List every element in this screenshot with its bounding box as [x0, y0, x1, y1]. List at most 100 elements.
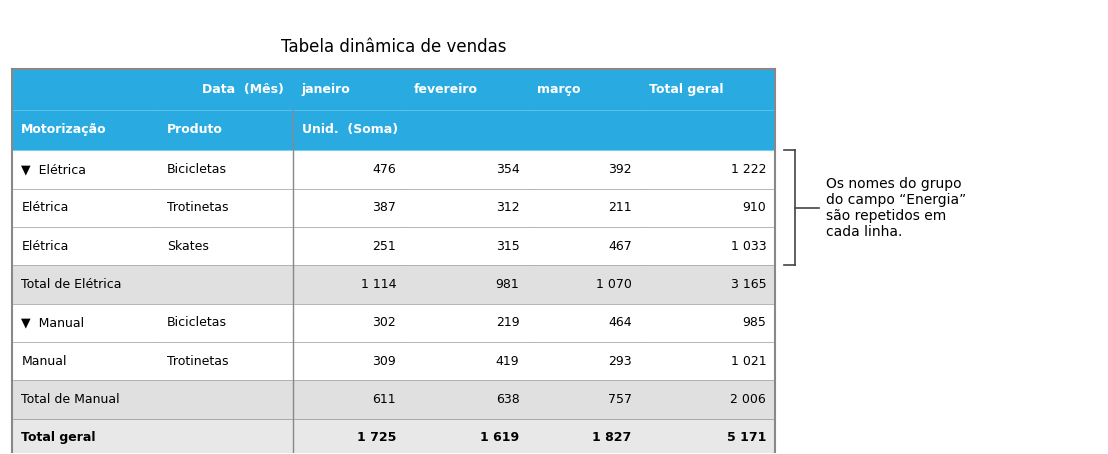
Bar [404, 419, 529, 454]
Text: Trotinetas: Trotinetas [167, 355, 228, 368]
Text: 981: 981 [495, 278, 520, 291]
Bar [640, 189, 774, 227]
Bar [12, 380, 293, 419]
Text: Total geral: Total geral [21, 431, 95, 444]
Bar [404, 110, 529, 150]
Bar [158, 189, 293, 227]
Bar [158, 110, 293, 150]
Text: 1 114: 1 114 [360, 278, 397, 291]
Text: Os nomes do grupo
do campo “Energia”
são repetidos em
cada linha.: Os nomes do grupo do campo “Energia” são… [825, 177, 966, 239]
Text: 387: 387 [372, 201, 397, 214]
Text: 1 619: 1 619 [481, 431, 520, 444]
Text: Motorização: Motorização [21, 123, 106, 137]
Bar [293, 304, 404, 342]
Text: fevereiro: fevereiro [413, 83, 478, 96]
Bar [404, 265, 529, 304]
Bar [293, 150, 404, 189]
Bar [12, 342, 158, 380]
Text: Total geral: Total geral [649, 83, 724, 96]
Bar [293, 380, 404, 419]
Bar [529, 380, 640, 419]
Bar [12, 110, 158, 150]
Text: 302: 302 [372, 316, 397, 330]
Text: 392: 392 [608, 163, 632, 176]
Text: Data  (Mês): Data (Mês) [202, 83, 284, 96]
Text: Bicicletas: Bicicletas [167, 163, 227, 176]
Text: Manual: Manual [21, 355, 66, 368]
Bar [158, 227, 293, 265]
Bar [293, 419, 404, 454]
Bar [12, 150, 158, 189]
Bar [293, 110, 404, 150]
Text: 467: 467 [608, 240, 632, 253]
Text: 1 725: 1 725 [357, 431, 397, 444]
Bar [12, 24, 774, 69]
Bar [404, 69, 529, 110]
Bar [404, 380, 529, 419]
Bar [640, 380, 774, 419]
Text: 211: 211 [608, 201, 632, 214]
Text: Total de Elétrica: Total de Elétrica [21, 278, 122, 291]
Bar [12, 419, 293, 454]
Text: 219: 219 [496, 316, 520, 330]
Text: 419: 419 [496, 355, 520, 368]
Bar [293, 189, 404, 227]
Bar [158, 342, 293, 380]
Text: 251: 251 [372, 240, 397, 253]
Bar [158, 304, 293, 342]
Bar [640, 69, 774, 110]
Text: 985: 985 [742, 316, 767, 330]
Bar [293, 227, 404, 265]
Bar [529, 265, 640, 304]
Bar [529, 342, 640, 380]
Bar [529, 189, 640, 227]
Text: 1 021: 1 021 [730, 355, 767, 368]
Bar [529, 227, 640, 265]
Text: 1 222: 1 222 [730, 163, 767, 176]
Text: Elétrica: Elétrica [21, 201, 69, 214]
Bar [640, 265, 774, 304]
Bar [404, 304, 529, 342]
Text: 293: 293 [608, 355, 632, 368]
Text: 757: 757 [607, 393, 632, 406]
Text: 611: 611 [372, 393, 397, 406]
Text: 354: 354 [495, 163, 520, 176]
Bar [529, 110, 640, 150]
Text: Total de Manual: Total de Manual [21, 393, 120, 406]
Text: 1 070: 1 070 [596, 278, 632, 291]
Bar [12, 189, 158, 227]
Bar [404, 189, 529, 227]
Text: Skates: Skates [167, 240, 209, 253]
Bar [404, 227, 529, 265]
Bar [640, 110, 774, 150]
Text: 1 033: 1 033 [730, 240, 767, 253]
Bar [640, 304, 774, 342]
Bar [640, 150, 774, 189]
Text: 3 165: 3 165 [730, 278, 767, 291]
Text: ▼  Elétrica: ▼ Elétrica [21, 163, 86, 176]
Bar [529, 150, 640, 189]
Text: Bicicletas: Bicicletas [167, 316, 227, 330]
Bar [529, 304, 640, 342]
Bar [12, 227, 158, 265]
Bar [404, 342, 529, 380]
Text: 1 827: 1 827 [593, 431, 632, 444]
Text: 910: 910 [742, 201, 767, 214]
Text: Tabela dinâmica de vendas: Tabela dinâmica de vendas [281, 38, 506, 55]
Bar [293, 69, 404, 110]
Text: Unid.  (Soma): Unid. (Soma) [301, 123, 398, 137]
Bar [158, 69, 293, 110]
Bar [640, 419, 774, 454]
Text: 315: 315 [495, 240, 520, 253]
Bar [293, 342, 404, 380]
Bar [293, 265, 404, 304]
Text: janeiro: janeiro [301, 83, 350, 96]
Text: 464: 464 [608, 316, 632, 330]
Text: ▼  Manual: ▼ Manual [21, 316, 84, 330]
Text: 2 006: 2 006 [730, 393, 767, 406]
Bar [158, 150, 293, 189]
Text: Elétrica: Elétrica [21, 240, 69, 253]
Text: 638: 638 [495, 393, 520, 406]
Text: Trotinetas: Trotinetas [167, 201, 228, 214]
Bar [12, 69, 158, 110]
